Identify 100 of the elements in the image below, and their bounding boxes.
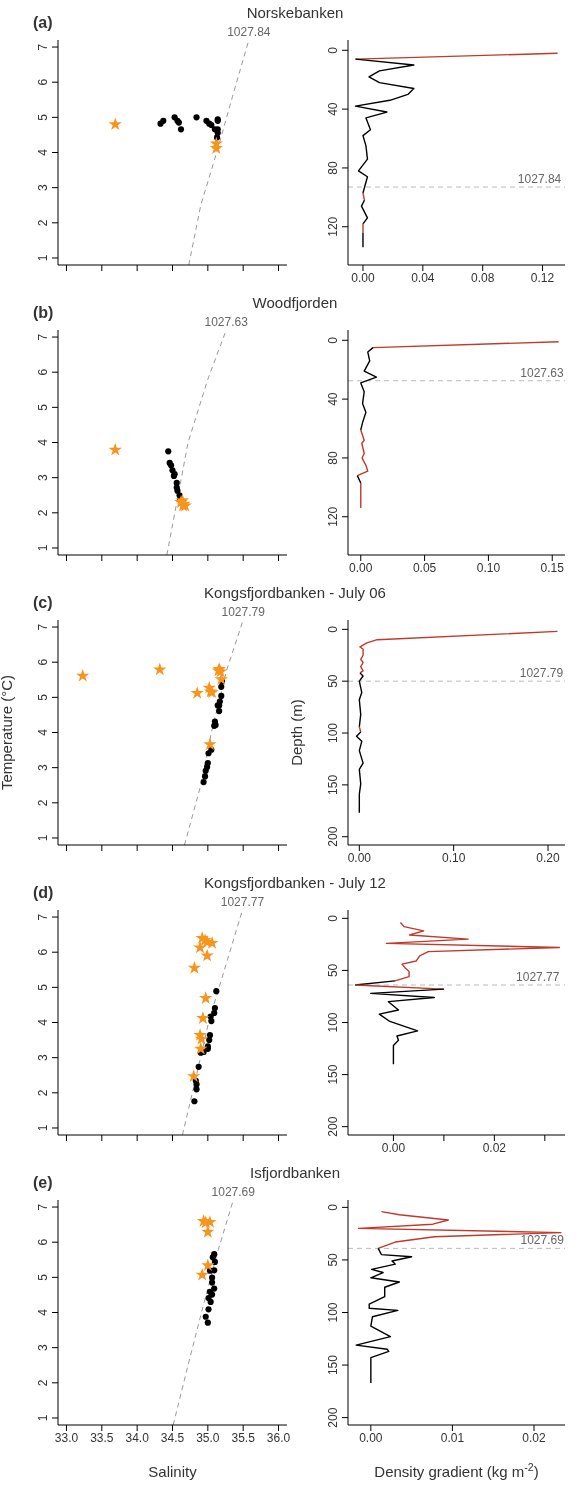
y-tick-label: 2 (36, 219, 50, 227)
y-tick-label: 50 (326, 963, 340, 978)
x-tick-label: 0.05 (412, 560, 437, 575)
y-tick-label: 3 (36, 1054, 50, 1061)
chart-title: Kongsfjordbanken - July 06 (203, 584, 387, 601)
y-tick-label: 5 (36, 1273, 50, 1281)
chart-title: Kongsfjordbanken - July 12 (203, 874, 387, 891)
y-tick-label: 50 (326, 674, 340, 688)
annotation: 1027.77 (516, 970, 560, 984)
annotation: 1027.69 (211, 1185, 256, 1199)
x-tick-label: 35.5 (231, 1430, 256, 1445)
y-tick-label: 5 (36, 983, 50, 991)
y-tick-label: 5 (36, 403, 50, 411)
y-tick-label: 6 (36, 948, 50, 956)
y-tick-label: 6 (36, 658, 50, 666)
y-tick-label: 120 (326, 506, 340, 527)
x-tick-label: 33.5 (90, 1430, 114, 1445)
y-tick-label: 0 (326, 914, 340, 922)
y-tick-label: 6 (36, 78, 50, 86)
y-tick-label: 4 (36, 728, 50, 736)
annotation: 1027.63 (520, 365, 565, 380)
y-tick-label: 4 (36, 438, 50, 446)
annotation: 1027.84 (227, 25, 271, 39)
annotation: 1027.77 (220, 895, 265, 909)
x-tick-label: 0.10 (476, 560, 501, 575)
y-tick-label: 150 (326, 1064, 340, 1085)
text: (a) (33, 14, 53, 32)
y-tick-label: 4 (36, 1308, 50, 1316)
y-tick-label: 50 (326, 1252, 340, 1267)
y-tick-label: 1 (36, 544, 50, 552)
x-tick-label: 0.08 (471, 270, 495, 285)
x-tick-label: 33.0 (54, 1430, 79, 1445)
y-tick-label: 3 (36, 1344, 50, 1351)
y-tick-label: 7 (36, 1203, 50, 1211)
y-tick-label: 80 (326, 450, 340, 465)
y-tick-label: 4 (36, 1018, 50, 1026)
chart-title: Isfjordbanken (248, 1164, 342, 1181)
y-tick-label: 40 (326, 102, 340, 116)
y-tick-label: 1 (36, 1124, 50, 1132)
annotation: 1027.79 (519, 666, 564, 681)
y-tick-label: 1 (36, 1414, 50, 1422)
x-tick-label: 0.02 (522, 1430, 546, 1445)
y-tick-label: 6 (36, 368, 50, 376)
x-tick-label: 0.01 (440, 1430, 465, 1445)
y-tick-label: 7 (36, 43, 50, 51)
annotation: 1027.63 (204, 315, 249, 329)
y-tick-label: 1 (36, 254, 50, 262)
y-tick-label: 0 (326, 625, 340, 633)
x-tick-label: 34.0 (125, 1430, 150, 1445)
y-tick-label: 7 (36, 913, 50, 921)
x-tick-label: 0.15 (540, 560, 565, 575)
text: (b) (33, 304, 54, 322)
y-tick-label: 0 (326, 1203, 340, 1211)
y-tick-label: 2 (36, 509, 50, 517)
y-tick-label: 120 (326, 216, 340, 237)
x-axis-title: Density gradient (kg m$^{-2}$) (374, 1461, 539, 1480)
annotation: 1027.79 (221, 605, 266, 619)
x-tick-label: 0.10 (441, 850, 466, 865)
y-tick-label: 150 (326, 1354, 340, 1376)
x-tick-label: 0.00 (351, 270, 375, 285)
annotation: 1027.84 (517, 172, 562, 187)
y-tick-label: 3 (36, 474, 50, 481)
y-tick-label: 3 (36, 764, 50, 771)
text: (d) (33, 884, 54, 902)
x-tick-label: 34.5 (160, 1430, 185, 1445)
y-tick-label: 7 (36, 623, 50, 631)
y-tick-label: 5 (36, 113, 50, 121)
y-tick-label: 2 (36, 1089, 50, 1097)
x-tick-label: 36.0 (266, 1430, 291, 1445)
x-tick-label: 35.0 (196, 1430, 220, 1445)
x-tick-label: 0.20 (536, 850, 561, 865)
text: (c) (33, 594, 53, 612)
y-tick-label: 2 (36, 799, 50, 807)
y-tick-label: 150 (326, 774, 340, 795)
y-tick-label: 100 (326, 1302, 340, 1323)
y-axis-title: Temperature (°C) (0, 674, 15, 791)
y-tick-label: 40 (326, 392, 340, 406)
x-tick-label: 0.00 (381, 1140, 406, 1155)
y-tick-label: 80 (326, 160, 340, 175)
y-tick-label: 200 (326, 1407, 340, 1428)
x-tick-label: 0.00 (347, 850, 372, 865)
y-tick-label: 7 (36, 333, 50, 341)
chart-title: Norskebanken (245, 4, 345, 21)
x-axis-title: Salinity (148, 1463, 198, 1480)
y-tick-label: 200 (326, 826, 340, 847)
annotation: 1027.69 (520, 1233, 565, 1248)
x-tick-label: 0.02 (482, 1140, 507, 1155)
x-tick-label: 0.04 (411, 270, 435, 285)
x-tick-label: 0.00 (359, 1430, 383, 1445)
y-tick-label: 5 (36, 693, 50, 701)
x-tick-label: 0.12 (530, 270, 555, 285)
y-tick-label: 0 (326, 336, 340, 344)
y-tick-label: 100 (326, 1012, 340, 1033)
y-tick-label: 200 (326, 1116, 340, 1137)
x-tick-label: 0.00 (349, 560, 373, 575)
y-tick-label: 1 (36, 834, 50, 842)
y-tick-label: 3 (36, 184, 50, 191)
y-tick-label: 0 (326, 46, 340, 54)
y-tick-label: 2 (36, 1379, 50, 1387)
y-axis-title: Depth (m) (288, 699, 305, 766)
